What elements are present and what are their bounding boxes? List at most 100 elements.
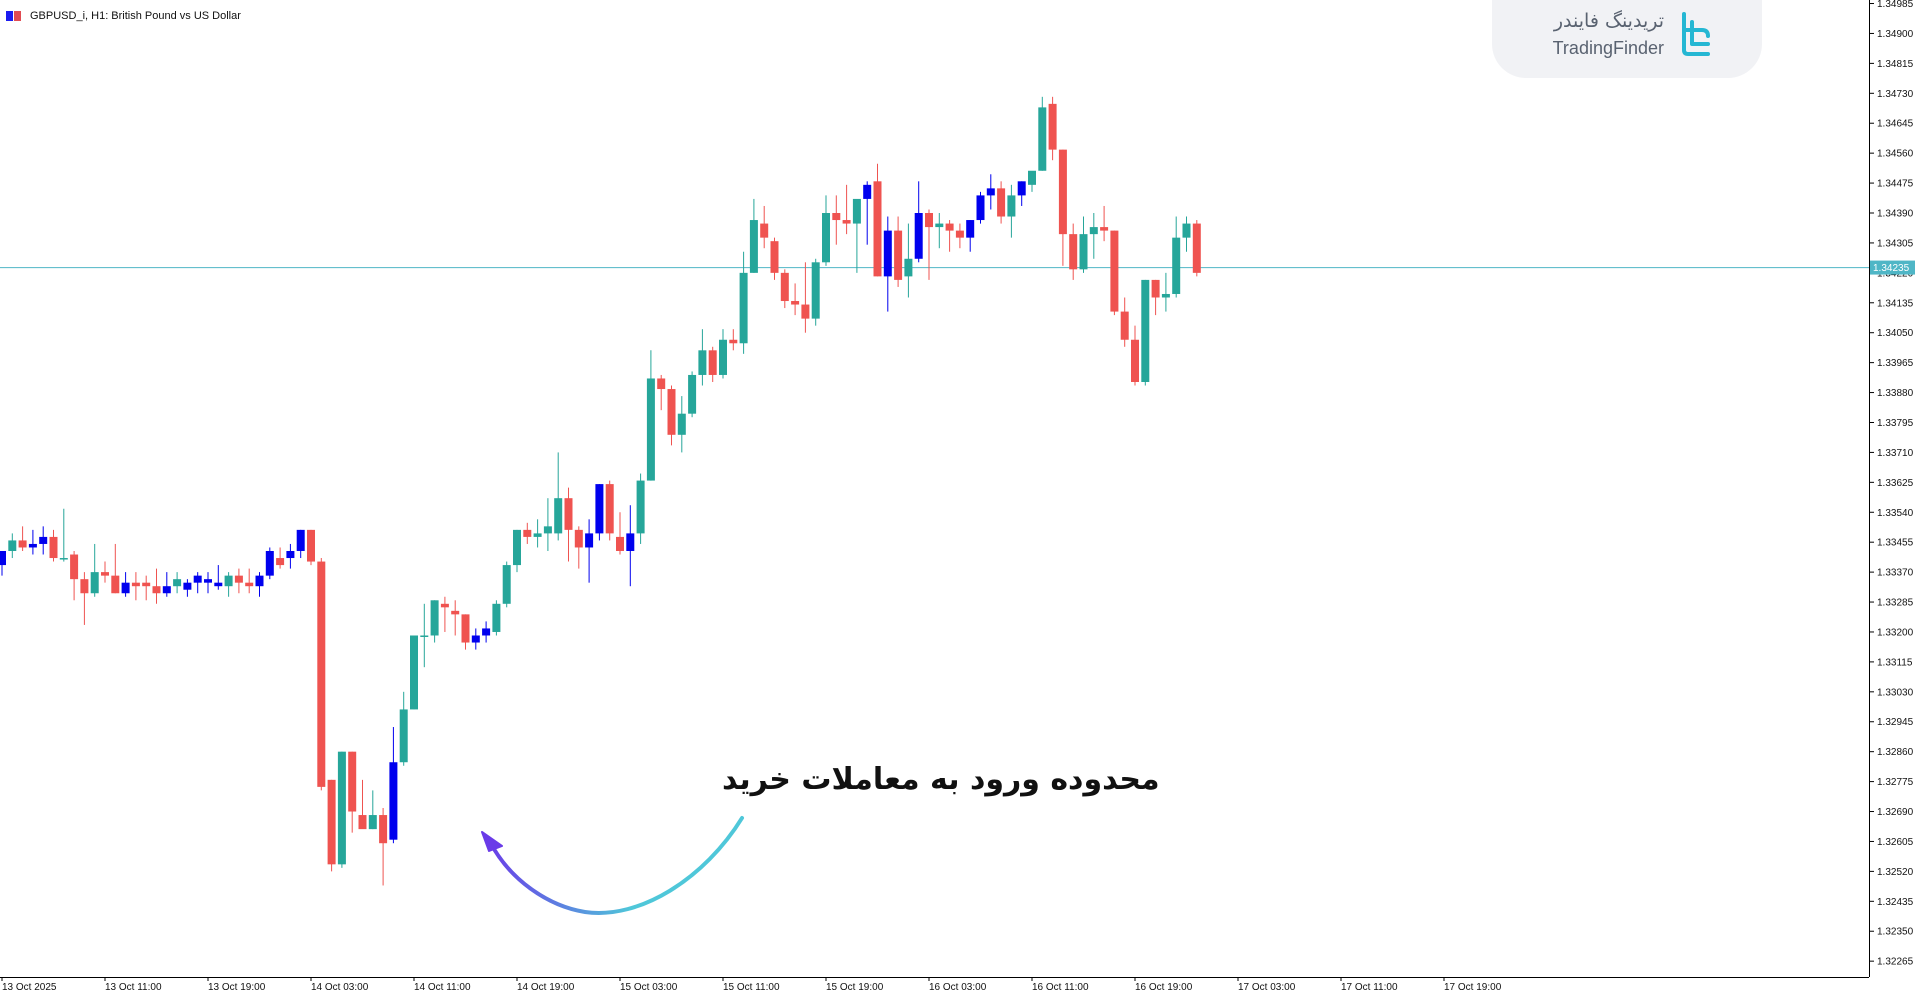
y-tick-label: 1.33115 [1877, 657, 1913, 668]
candle-body [873, 181, 882, 277]
candle-body [193, 575, 202, 583]
candle-body [430, 600, 439, 636]
candle [698, 329, 707, 386]
candle-body [39, 536, 48, 544]
current-price-label: 1.34235 [1870, 260, 1915, 275]
candle-body [729, 339, 738, 344]
candle [605, 480, 614, 541]
candle-body [708, 350, 717, 375]
candle-series [0, 96, 1201, 886]
candle-body [265, 550, 274, 576]
candle [1017, 181, 1026, 206]
symbol-icon [6, 10, 23, 22]
candle-body [1110, 230, 1119, 312]
candle [39, 526, 48, 555]
candle [842, 184, 851, 235]
candle-body [399, 709, 408, 763]
candle-body [131, 582, 140, 587]
candle [780, 269, 789, 309]
candle [976, 191, 985, 224]
candle-body [976, 195, 985, 221]
candle [162, 572, 171, 597]
candle [204, 572, 212, 594]
candle [286, 543, 295, 569]
candle-body [152, 586, 161, 594]
candle-body [276, 558, 285, 566]
candle [1192, 220, 1201, 277]
candle-body [8, 540, 17, 551]
candle-body [770, 241, 779, 273]
candle-body [564, 498, 573, 530]
candle-body [863, 184, 872, 199]
candle [379, 808, 388, 886]
candle-body [1141, 279, 1150, 382]
candle-body [49, 536, 58, 559]
candle [368, 790, 377, 830]
candle [513, 529, 521, 573]
candle-body [1172, 237, 1181, 294]
candle-body [657, 378, 666, 390]
candle [430, 600, 439, 643]
candle [111, 543, 120, 594]
candle-body [945, 223, 954, 231]
candle-body [482, 628, 491, 636]
candle [49, 529, 58, 562]
candle-body [894, 230, 903, 280]
candle [945, 220, 954, 252]
candle [482, 621, 491, 643]
y-tick-label: 1.33285 [1877, 598, 1914, 609]
candle-body [70, 554, 79, 580]
y-tick-label: 1.33030 [1877, 687, 1914, 698]
candle-body [1017, 181, 1026, 196]
candle-body [1058, 149, 1067, 235]
candle [1151, 279, 1160, 316]
y-tick-label: 1.34730 [1877, 89, 1914, 100]
candle-body [1038, 107, 1047, 171]
candle-body [626, 533, 635, 551]
candle [410, 635, 418, 710]
candle [358, 779, 367, 830]
candle-body [296, 529, 305, 551]
candle-body [739, 272, 748, 344]
candle-body [224, 575, 233, 587]
candle-body [955, 230, 964, 238]
candle-body [935, 223, 944, 228]
candle-body [801, 304, 810, 319]
y-tick-label: 1.32945 [1877, 717, 1914, 728]
candle [997, 181, 1006, 224]
y-tick-label: 1.32350 [1877, 927, 1914, 938]
candle-body [760, 223, 769, 238]
candle-body [719, 339, 727, 375]
candle [173, 572, 182, 594]
candle-body [379, 815, 388, 844]
x-tick-label: 15 Oct 03:00 [620, 982, 678, 993]
candle [245, 568, 254, 594]
candle [399, 691, 408, 766]
candle [533, 519, 542, 548]
candle-body [1079, 234, 1088, 270]
chart-title-bar: GBPUSD_i, H1: British Pound vs US Dollar [6, 8, 241, 24]
y-tick-label: 1.33965 [1877, 358, 1914, 369]
candle-body [822, 213, 830, 263]
x-tick-label: 13 Oct 19:00 [208, 982, 266, 993]
candle-body [111, 575, 120, 594]
candle-body [883, 230, 892, 277]
candle [863, 181, 872, 245]
candle [90, 543, 99, 597]
candle [667, 385, 676, 446]
candle-body [59, 558, 68, 560]
candle [1120, 297, 1129, 347]
candle-body [1089, 227, 1098, 235]
candle [832, 195, 841, 245]
candle-body [368, 815, 377, 830]
candle [214, 565, 223, 590]
candle [451, 600, 460, 636]
x-axis-ticks: 13 Oct 2025 13 Oct 11:00 13 Oct 19:00 14 Oc… [1, 977, 1502, 993]
y-tick-label: 1.34985 [1877, 0, 1914, 10]
candle [265, 547, 274, 580]
candle [471, 628, 480, 650]
candle-body [28, 543, 37, 548]
candle [894, 216, 903, 287]
